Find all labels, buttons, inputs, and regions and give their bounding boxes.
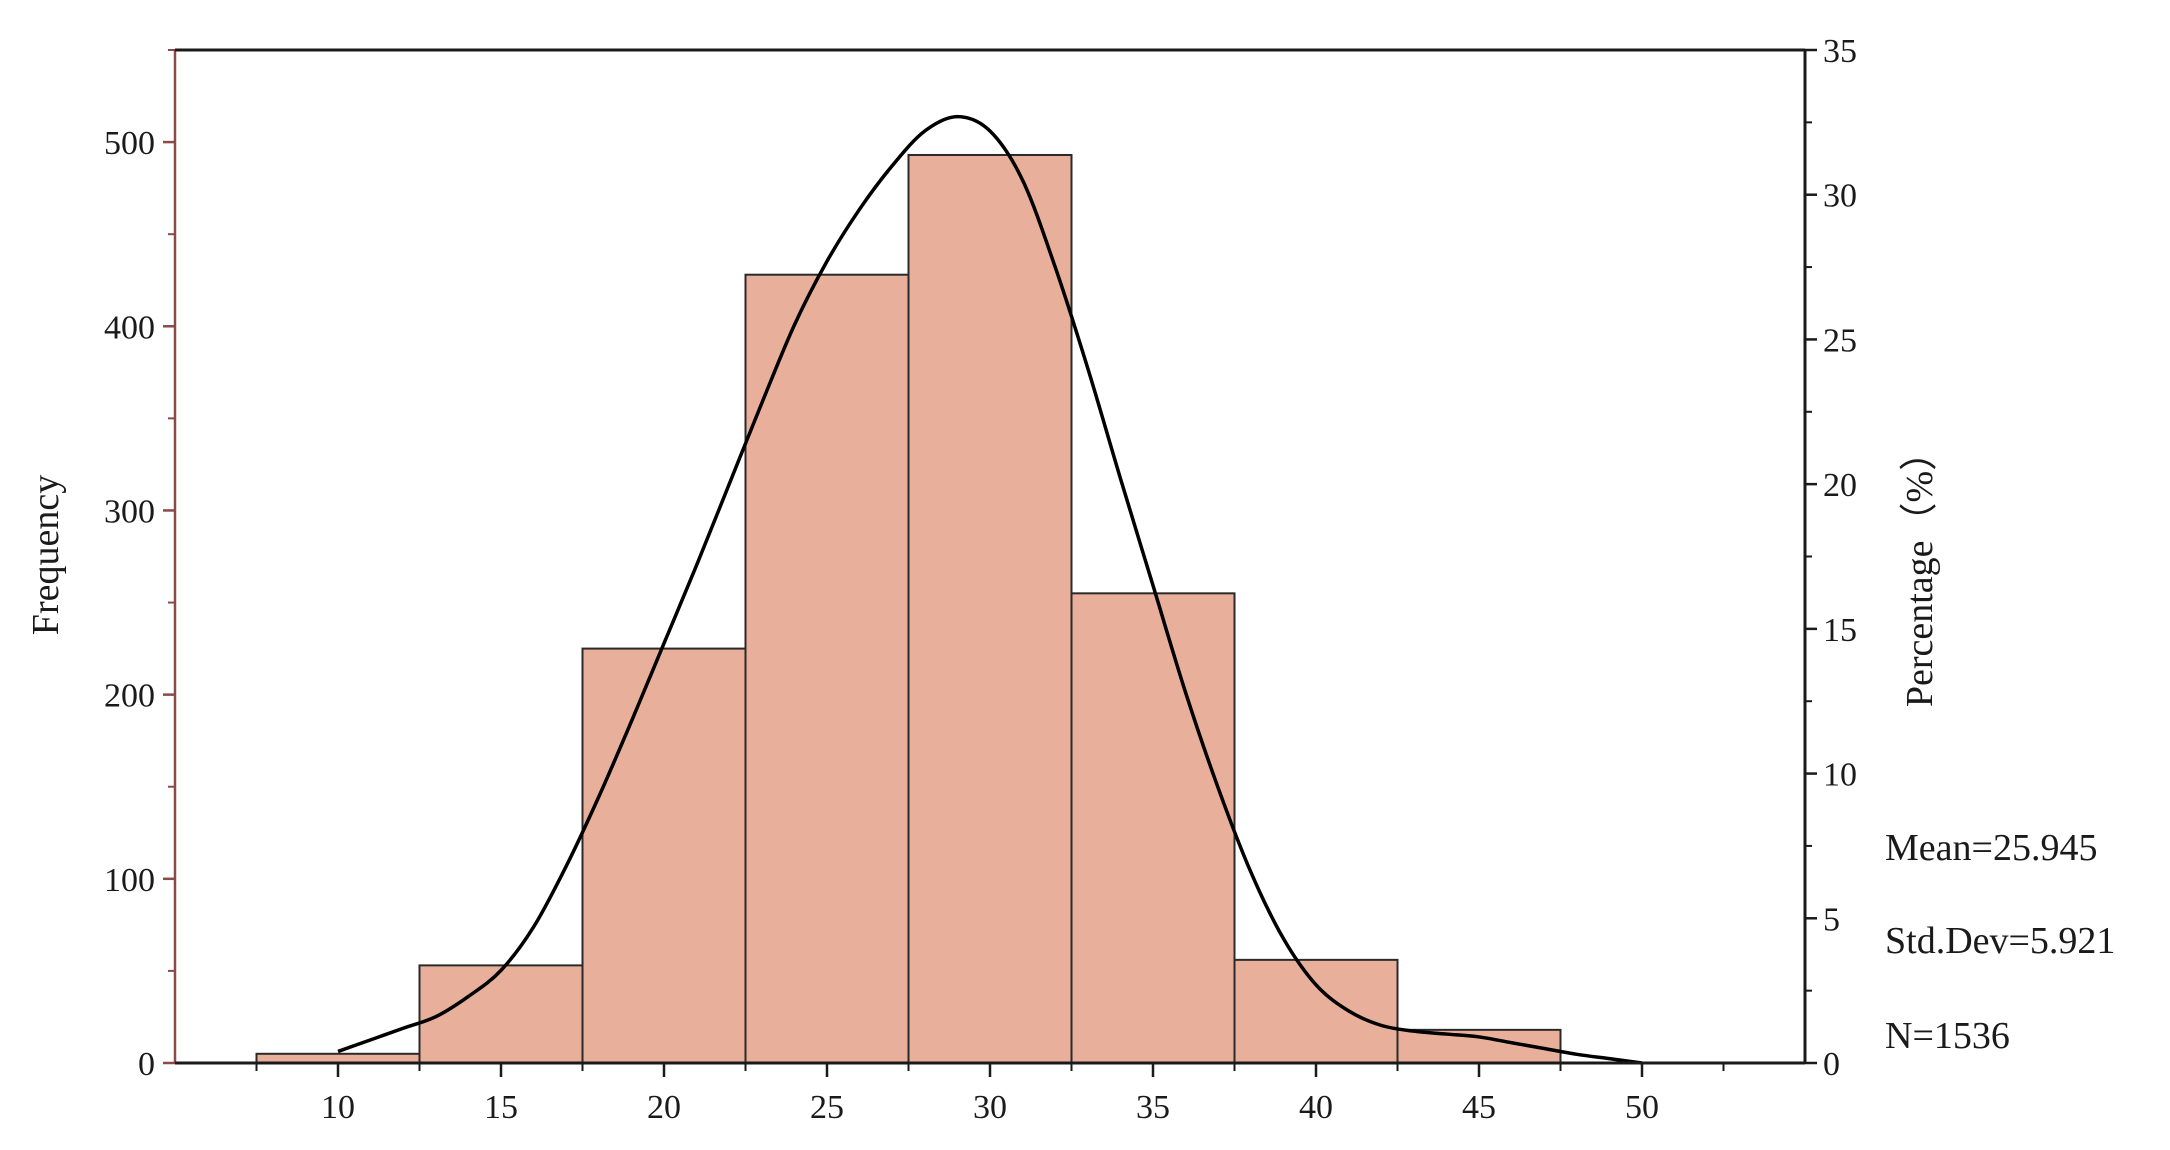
x-tick-label: 20 [647,1089,681,1126]
y2-tick-label: 20 [1823,467,1857,504]
bars-layer [255,153,1562,1065]
x-tick-label: 30 [973,1089,1007,1126]
x-tick-label: 25 [810,1089,844,1126]
x-tick-label: 15 [484,1089,518,1126]
y2-tick-label: 5 [1823,901,1840,938]
curve-layer [337,114,1643,1065]
y-tick-label: 200 [104,678,155,715]
y-tick-label: 0 [138,1046,155,1083]
x-tick-label: 50 [1625,1089,1659,1126]
y2-tick-label: 30 [1823,178,1857,215]
y-tick-label: 500 [104,125,155,162]
histogram-bar-4 [907,153,1073,1064]
stat-n: N=1536 [1885,1015,2010,1057]
y-tick-label: 100 [104,862,155,899]
y2-tick-label: 15 [1823,612,1857,649]
y2-tick-label: 25 [1823,322,1857,359]
y-axis-title: Frequency [25,475,67,635]
y2-axis-title: Percentage（%） [1899,433,1941,707]
y2-tick-label: 35 [1823,33,1857,70]
y2-tick-label: 0 [1823,1046,1840,1083]
stat-std-dev: Std.Dev=5.921 [1885,920,2115,962]
histogram-bar-2 [581,647,747,1064]
x-tick-label: 10 [321,1089,355,1126]
x-tick-label: 35 [1136,1089,1170,1126]
histogram-bar-5 [1070,592,1236,1064]
density-curve [337,114,1643,1065]
y-tick-label: 400 [104,309,155,346]
x-tick-label: 40 [1299,1089,1333,1126]
ticks-layer: 10 15 20 25 30 35 40 45 500100200300400500051015… [104,33,1857,1126]
stat-mean: Mean=25.945 [1885,827,2097,869]
x-tick-label: 45 [1462,1089,1496,1126]
y2-tick-label: 10 [1823,757,1857,794]
y-tick-label: 300 [104,493,155,530]
histogram-bar-6 [1233,958,1399,1064]
histogram-bar-3 [744,273,910,1064]
